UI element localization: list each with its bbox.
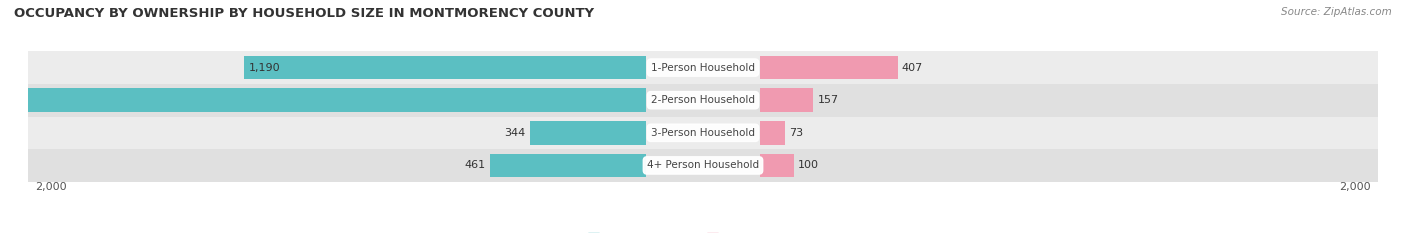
Bar: [245, 56, 645, 79]
Text: 1,190: 1,190: [249, 63, 281, 72]
Text: 2,000: 2,000: [35, 182, 66, 192]
Text: 100: 100: [799, 161, 820, 170]
Bar: [761, 89, 813, 112]
Text: 1-Person Household: 1-Person Household: [651, 63, 755, 72]
Text: OCCUPANCY BY OWNERSHIP BY HOUSEHOLD SIZE IN MONTMORENCY COUNTY: OCCUPANCY BY OWNERSHIP BY HOUSEHOLD SIZE…: [14, 7, 595, 20]
Bar: [28, 84, 1378, 116]
Bar: [491, 154, 645, 177]
Text: 461: 461: [465, 161, 486, 170]
Bar: [28, 116, 1378, 149]
Text: 1,946: 1,946: [0, 95, 30, 105]
Bar: [28, 149, 1378, 182]
Text: 2-Person Household: 2-Person Household: [651, 95, 755, 105]
Text: Source: ZipAtlas.com: Source: ZipAtlas.com: [1281, 7, 1392, 17]
Text: 4+ Person Household: 4+ Person Household: [647, 161, 759, 170]
Bar: [761, 121, 785, 144]
Text: 2,000: 2,000: [1340, 182, 1371, 192]
Text: 344: 344: [505, 128, 526, 138]
Legend: Owner-occupied, Renter-occupied: Owner-occupied, Renter-occupied: [583, 229, 823, 233]
Text: 157: 157: [817, 95, 838, 105]
Text: 407: 407: [901, 63, 922, 72]
Bar: [0, 89, 645, 112]
Bar: [530, 121, 645, 144]
Text: 73: 73: [789, 128, 803, 138]
Text: 3-Person Household: 3-Person Household: [651, 128, 755, 138]
Bar: [761, 56, 897, 79]
Bar: [761, 154, 794, 177]
Bar: [28, 51, 1378, 84]
